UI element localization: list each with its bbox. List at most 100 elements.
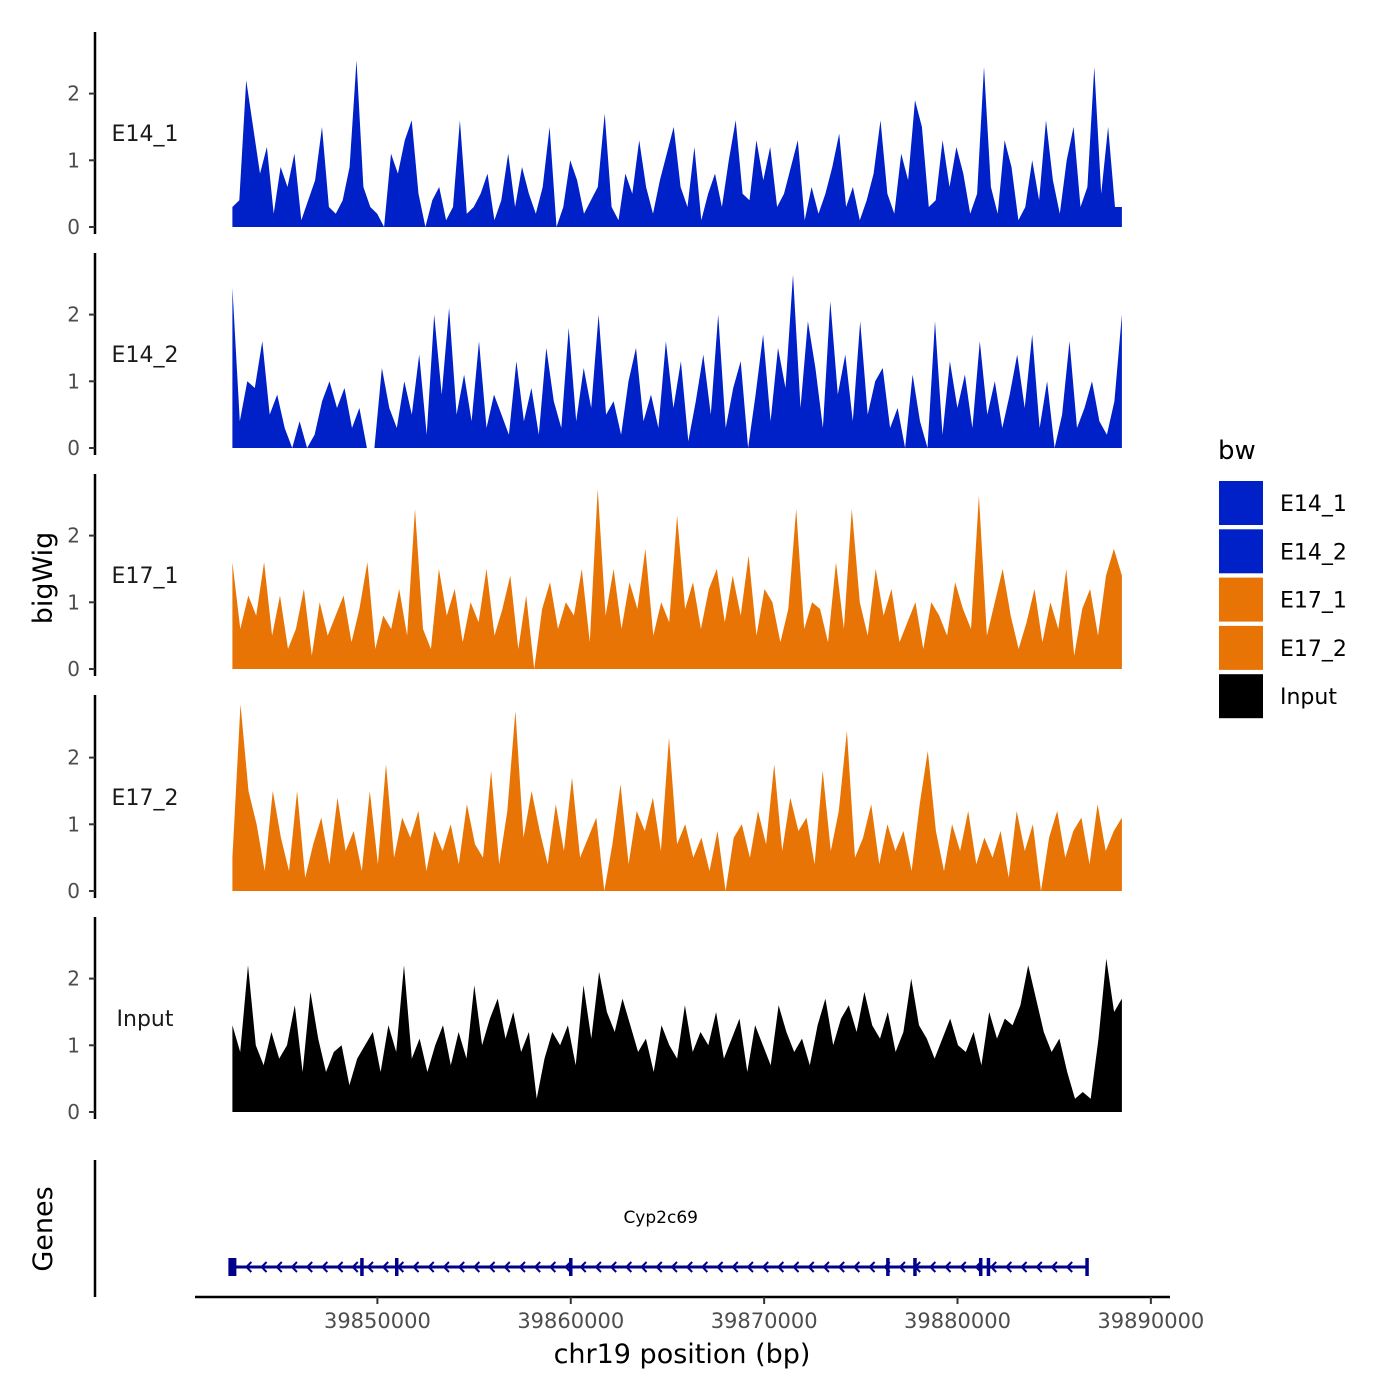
legend-title: bw [1218,436,1256,466]
signal-area-input [232,958,1122,1112]
strand-arrow [427,1261,435,1273]
y-tick-label: 1 [67,148,80,172]
track-label: E17_1 [112,564,179,589]
strand-arrow [1035,1261,1043,1273]
gene-name-label: Cyp2c69 [623,1208,698,1228]
y-tick-label: 2 [67,524,80,548]
exon-mark [394,1258,399,1276]
y-tick-label: 0 [67,879,80,903]
strand-arrow [503,1261,511,1273]
y-tick-label: 2 [67,746,80,770]
signal-area-e17-1 [232,488,1122,669]
legend-swatch [1219,481,1263,525]
strand-arrow [290,1261,298,1273]
y-tick-label: 0 [67,1100,80,1124]
strand-arrow [1050,1261,1058,1273]
legend-swatch [1219,674,1263,719]
legend: bw E14_1 E14_2 E17_1 E17_2 Input [1218,436,1347,719]
track-label: E17_2 [112,786,179,811]
strand-arrow [412,1261,420,1273]
strand-arrow [989,1261,997,1273]
track-label: E14_2 [112,343,179,368]
y-tick-label: 1 [67,590,80,614]
strand-arrow [457,1261,465,1273]
legend-swatch [1219,625,1263,670]
exon-mark [360,1258,364,1276]
legend-swatch [1219,577,1263,622]
signal-area-e14-1 [232,60,1122,227]
y-tick-label: 2 [67,82,80,106]
strand-arrow [564,1261,572,1273]
strand-arrow [928,1261,937,1273]
strand-arrow [959,1261,967,1273]
y-tick-label: 2 [67,967,80,991]
strand-arrow [518,1261,526,1273]
strand-arrow [275,1261,283,1273]
legend-label: E17_1 [1280,589,1347,614]
x-tick-label: 39890000 [1097,1309,1204,1333]
x-tick-label: 39870000 [711,1309,818,1333]
exon-mark [886,1258,890,1276]
strand-arrow [852,1261,861,1273]
strand-arrow [898,1261,906,1273]
strand-arrow [488,1261,496,1273]
strand-arrow [700,1261,709,1273]
strand-arrow [837,1261,845,1273]
strand-arrow [716,1261,724,1273]
signal-area-e14-2 [232,274,1122,448]
x-tick-label: 39850000 [324,1309,431,1333]
exon-mark [1085,1258,1089,1276]
exon-mark [978,1258,983,1276]
exon-mark [228,1258,237,1276]
strand-arrow [670,1261,678,1273]
y-tick-label: 0 [67,657,80,681]
strand-arrow [640,1261,648,1273]
track-e17-2: 0 1 2 E17_2 [67,695,1122,903]
strand-arrow [381,1261,389,1273]
strand-arrow [336,1261,344,1273]
track-e14-2: 0 1 2 E14_2 [67,253,1122,460]
y-axis-title: bigWig [28,532,59,625]
y-tick-label: 0 [67,215,80,239]
strand-arrow [868,1261,876,1273]
strand-arrow [746,1261,754,1273]
strand-arrow [624,1261,633,1273]
strand-arrow [305,1261,313,1273]
x-axis-title: chr19 position (bp) [554,1339,811,1370]
y-tick-label: 0 [67,436,80,460]
y-tick-label: 1 [67,812,80,836]
exon-mark [569,1258,573,1276]
track-e14-1: 0 1 2 E14_1 [67,32,1122,239]
exon-mark [913,1258,917,1276]
legend-swatch [1219,529,1263,574]
strand-arrow [351,1261,359,1273]
strand-arrow [320,1261,329,1273]
strand-arrow [579,1261,587,1273]
strand-arrow [472,1261,481,1273]
strand-arrow [776,1261,785,1273]
legend-label: E14_1 [1280,492,1347,517]
strand-arrow [807,1261,815,1273]
genes-panel: Genes Cyp2c69 [28,1160,1089,1297]
strand-arrow [761,1261,769,1273]
x-tick-label: 39880000 [904,1309,1011,1333]
legend-label: Input [1280,685,1337,710]
strand-arrow [609,1261,617,1273]
strand-arrow [533,1261,541,1273]
strand-arrow [244,1261,253,1273]
strand-arrow [731,1261,739,1273]
strand-arrow [822,1261,830,1273]
strand-arrow [685,1261,693,1273]
track-label: Input [117,1007,174,1032]
y-tick-label: 2 [67,303,80,327]
legend-label: E14_2 [1280,540,1347,565]
strand-arrow [366,1261,374,1273]
genes-panel-title: Genes [28,1186,59,1271]
signal-area-e17-2 [232,704,1122,891]
strand-arrow [594,1261,602,1273]
strand-arrow [944,1261,952,1273]
strand-arrow [548,1261,557,1273]
x-axis: 39850000 39860000 39870000 39880000 39890000 [195,1295,1204,1333]
